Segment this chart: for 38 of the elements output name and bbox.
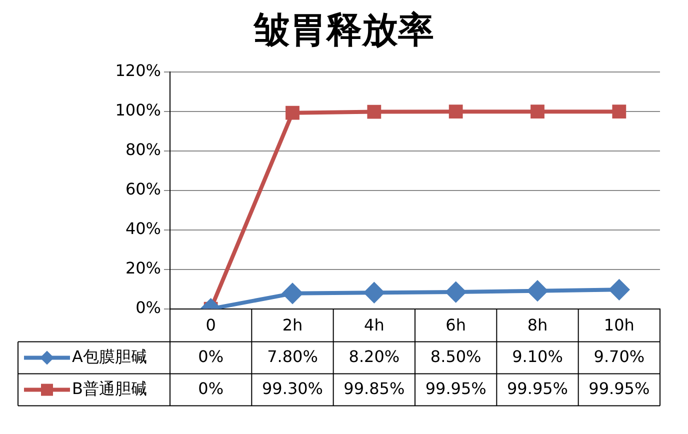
y-tick-label: 100% (115, 100, 161, 120)
data-label: 8.50% (430, 346, 482, 366)
data-label: 9.70% (594, 346, 645, 366)
point (448, 104, 463, 119)
x-tick-label: 4h (364, 316, 384, 335)
data-label: 7.80% (267, 346, 318, 366)
y-tick-label: 0% (136, 298, 161, 317)
data-label: 99.30% (262, 378, 324, 398)
point (528, 280, 548, 301)
x-tick-label: 0 (206, 316, 216, 335)
point (530, 104, 544, 119)
data-label: 99.95% (506, 378, 568, 398)
point (367, 104, 382, 119)
point (286, 106, 300, 120)
data-label: 0% (198, 378, 224, 398)
x-tick-label: 8h (527, 316, 548, 335)
y-tick-label: 60% (125, 180, 161, 199)
y-tick-label: 40% (125, 219, 161, 238)
y-tick-label: 20% (125, 258, 161, 278)
point (446, 282, 466, 302)
data-label: 99.95% (588, 378, 650, 398)
data-label: 99.95% (425, 378, 486, 398)
data-label: 99.85% (344, 378, 405, 398)
point (282, 283, 302, 304)
point (612, 104, 626, 119)
data-label: 8.20% (348, 346, 400, 366)
x-tick-label: 2h (282, 316, 303, 335)
chart-title: 皱胃释放率 (252, 8, 435, 53)
data-label: 0% (198, 346, 224, 366)
legend-label: B普通胆碱 (72, 378, 147, 398)
x-tick-label: 10h (604, 316, 634, 335)
data-label: 9.10% (512, 346, 563, 366)
y-tick-label: 80% (125, 140, 161, 160)
legend-label: A包膜胆碱 (72, 346, 147, 366)
x-tick-label: 6h (446, 316, 466, 335)
point (609, 280, 630, 300)
y-tick-label: 120% (115, 61, 161, 80)
point (364, 282, 384, 303)
